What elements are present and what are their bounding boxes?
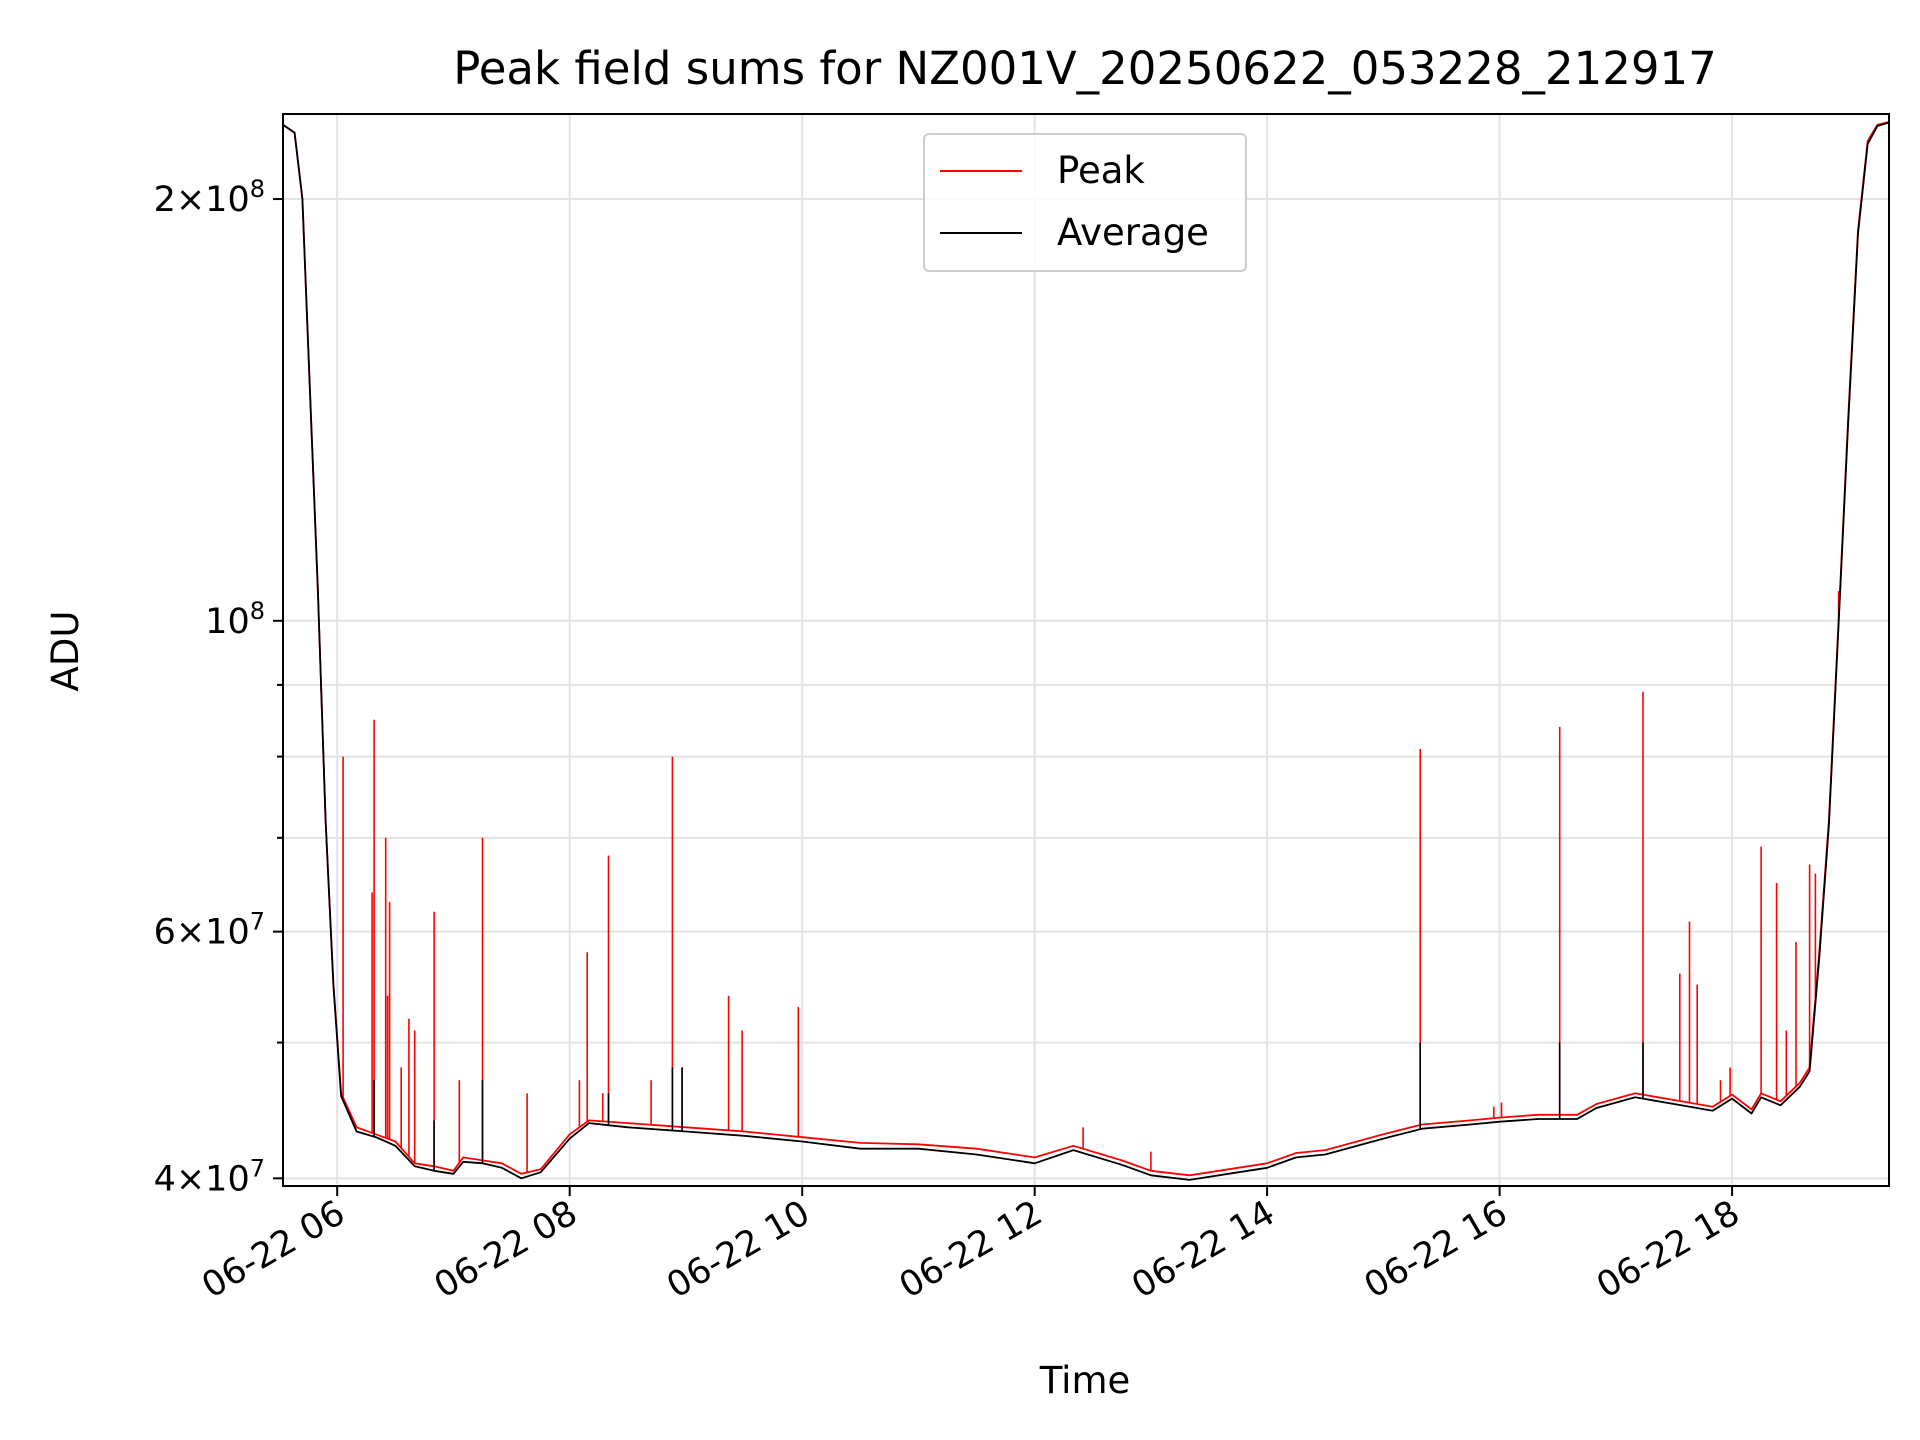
y-tick-label: 4×107 xyxy=(154,1154,265,1199)
y-tick-label: 108 xyxy=(205,597,265,642)
y-axis-label: ADU xyxy=(44,611,87,692)
series-line-average xyxy=(282,121,1890,1181)
series-lines xyxy=(282,121,1890,1181)
legend-label-average: Average xyxy=(1057,211,1209,254)
legend-label-peak: Peak xyxy=(1057,149,1145,192)
legend: Peak Average xyxy=(923,133,1247,272)
legend-box xyxy=(923,133,1247,272)
y-tick-label: 2×108 xyxy=(154,175,265,220)
x-axis-label: Time xyxy=(1039,1359,1131,1402)
axes-frame xyxy=(282,113,1890,1187)
series-line-peak xyxy=(282,121,1890,1177)
chart-title: Peak field sums for NZ001V_20250622_0532… xyxy=(453,42,1717,95)
y-tick-label: 6×107 xyxy=(154,908,265,953)
